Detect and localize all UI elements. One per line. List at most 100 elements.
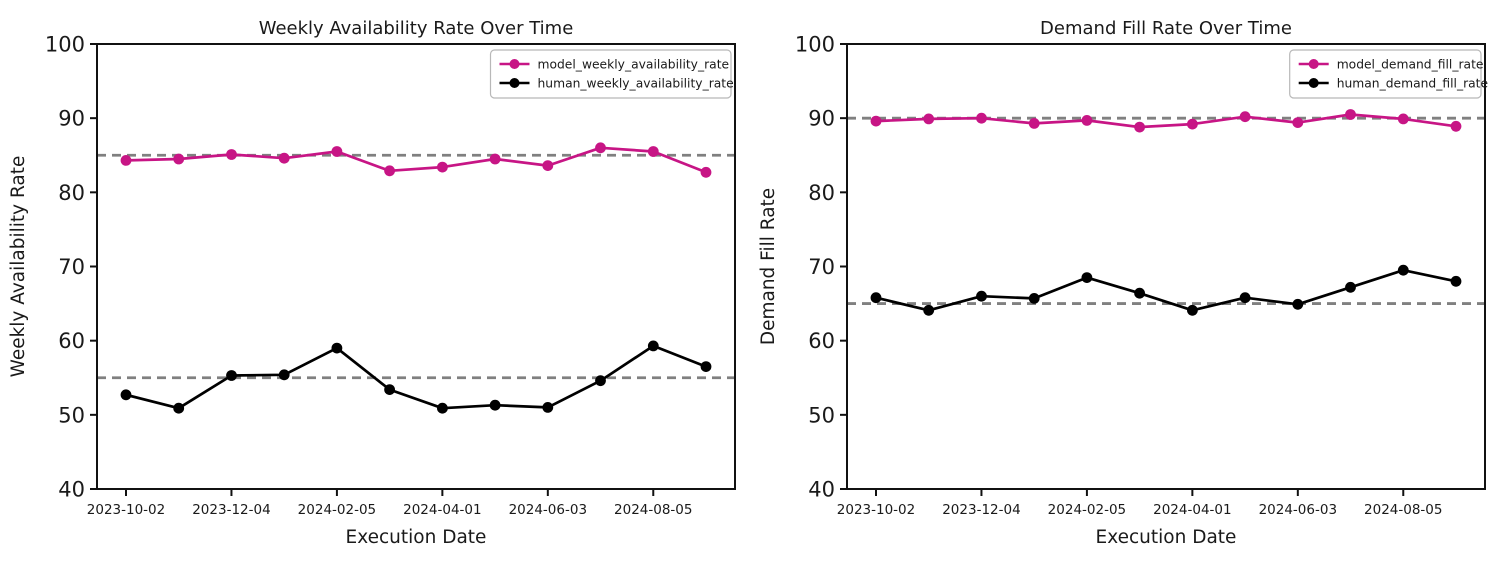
legend-box	[489, 49, 732, 99]
x-tick-label: 2023-12-04	[192, 502, 270, 518]
demand-fill-chart: 40 50 60 70 80 90 100 2023-10-02 2023-12-04 2024-…	[750, 0, 1500, 563]
x-tick-label: 2024-06-03	[1259, 502, 1337, 518]
x-tick-label: 2023-12-04	[942, 502, 1020, 518]
model_weekly_availability_rate-marker	[542, 160, 554, 172]
human_weekly_availability_rate-marker	[542, 402, 554, 413]
y-tick-label: 80	[58, 181, 85, 205]
y-tick-label: 100	[45, 33, 85, 57]
y-tick-label: 60	[808, 329, 835, 353]
human_demand_fill_rate-line	[874, 268, 1458, 312]
human_weekly_availability_rate-marker	[437, 402, 448, 414]
human_demand_fill_rate-marker	[1292, 298, 1304, 310]
human_demand_fill_rate-marker	[1081, 272, 1093, 283]
legend-box	[1289, 49, 1482, 99]
model_demand_fill_rate-marker	[1028, 118, 1040, 129]
weekly-availability-chart: 40 50 60 70 80 90 100 2023-10-02 2023-12-04 2024-…	[8, 18, 736, 548]
human_weekly_availability_rate-marker	[120, 389, 132, 401]
y-tick-label: 90	[808, 107, 835, 131]
y-axis-label: Weekly Availability Rate	[8, 156, 29, 378]
model_demand_fill_rate-marker	[976, 112, 987, 124]
x-tick-label: 2024-08-05	[614, 502, 692, 518]
y-tick-label: 40	[808, 478, 835, 502]
human_demand_fill_rate-marker	[1028, 293, 1040, 304]
human_weekly_availability_rate-marker	[595, 375, 606, 387]
x-axis-label: Execution Date	[1096, 527, 1237, 548]
model_weekly_availability_rate-marker	[331, 146, 343, 157]
human_demand_fill_rate-legend-marker	[1308, 78, 1319, 88]
model_demand_fill_rate-marker	[870, 115, 882, 127]
chart-title: Weekly Availability Rate Over Time	[259, 18, 574, 39]
model_weekly_availability_rate-marker	[278, 152, 290, 164]
weekly-availability-chart-svg: 40 50 60 70 80 90 100 2023-10-02 2023-12-04 2024-…	[8, 18, 736, 548]
human_demand_fill_rate-marker	[976, 290, 987, 302]
x-axis-label: Execution Date	[346, 527, 487, 548]
y-axis-label: Demand Fill Rate	[758, 188, 779, 345]
model_weekly_availability_rate-legend-marker	[509, 59, 520, 69]
y-tick-label: 50	[808, 403, 835, 427]
y-tick-label: 70	[58, 255, 85, 279]
model_weekly_availability_rate-line	[124, 146, 708, 174]
model_weekly_availability_rate-marker	[700, 166, 712, 178]
model_weekly_availability_rate-marker	[595, 142, 606, 154]
human_demand_fill_rate-marker	[870, 292, 882, 304]
human_weekly_availability_rate-marker	[384, 384, 395, 395]
human_weekly_availability_rate-marker	[700, 361, 712, 372]
legend: model_demand_fill_rate human_demand_fill_…	[1289, 49, 1488, 99]
model_demand_fill_rate-marker	[1134, 121, 1145, 133]
model_weekly_availability_rate-marker	[489, 153, 501, 165]
human_weekly_availability_rate-marker	[278, 369, 290, 381]
model_demand_fill_rate-marker	[1292, 117, 1304, 128]
model_demand_fill_rate-legend-marker	[1308, 59, 1319, 69]
y-tick-label: 90	[58, 107, 85, 131]
human_demand_fill_rate-marker	[1397, 264, 1409, 276]
model_weekly_availability_rate-marker	[120, 155, 132, 166]
human_demand_fill_rate-marker	[1187, 304, 1198, 316]
model_demand_fill_rate-marker	[923, 113, 935, 125]
human_demand_fill_rate-marker	[1450, 275, 1462, 287]
x-tick-label: 2024-04-01	[1153, 502, 1231, 518]
human_weekly_availability_rate-marker	[226, 370, 237, 381]
y-tick-label: 60	[58, 329, 85, 353]
model_weekly_availability_rate-marker	[226, 149, 237, 160]
model_weekly_availability_rate-marker	[437, 161, 448, 173]
demand-fill-chart-svg: 40 50 60 70 80 90 100 2023-10-02 2023-12-04 2024-…	[750, 0, 1500, 563]
human_weekly_availability_rate-marker	[647, 340, 659, 352]
model_demand_fill_rate-marker	[1397, 113, 1409, 125]
model_weekly_availability_rate-marker	[384, 165, 395, 177]
human_weekly_availability_rate-legend-marker	[509, 78, 520, 88]
legend: model_weekly_availability_rate human_week…	[489, 49, 734, 99]
x-tick-label: 2023-10-02	[87, 502, 165, 518]
x-tick-label: 2024-04-01	[403, 502, 481, 518]
human_weekly_availability_rate-line	[124, 344, 708, 410]
legend-label: human_weekly_availability_rate	[538, 77, 734, 91]
human_demand_fill_rate-marker	[923, 304, 935, 316]
model_demand_fill_rate-marker	[1187, 118, 1198, 130]
x-tick-label: 2024-06-03	[509, 502, 587, 518]
y-tick-label: 100	[795, 33, 835, 57]
x-tick-label: 2024-02-05	[298, 502, 376, 518]
chart-title: Demand Fill Rate Over Time	[1040, 18, 1292, 39]
model_weekly_availability_rate-marker	[647, 146, 659, 157]
x-tick-label: 2024-02-05	[1048, 502, 1126, 518]
y-tick-label: 70	[808, 255, 835, 279]
legend-label: human_demand_fill_rate	[1337, 77, 1488, 91]
legend-label: model_weekly_availability_rate	[538, 58, 730, 72]
x-tick-label: 2023-10-02	[837, 502, 915, 518]
y-tick-label: 40	[58, 478, 85, 502]
human_demand_fill_rate-marker	[1134, 287, 1145, 299]
model_demand_fill_rate-marker	[1450, 120, 1462, 132]
model_demand_fill_rate-marker	[1345, 109, 1356, 120]
model_weekly_availability_rate-marker	[173, 153, 185, 165]
y-tick-label: 50	[58, 403, 85, 427]
model_demand_fill_rate-line	[874, 113, 1458, 129]
model_demand_fill_rate-marker	[1239, 111, 1251, 123]
human_demand_fill_rate-marker	[1345, 281, 1356, 293]
human_weekly_availability_rate-marker	[173, 402, 185, 414]
human_weekly_availability_rate-marker	[331, 342, 343, 354]
human_demand_fill_rate-marker	[1239, 292, 1251, 304]
legend-label: model_demand_fill_rate	[1337, 58, 1484, 72]
model_demand_fill_rate-marker	[1081, 115, 1093, 126]
y-tick-label: 80	[808, 181, 835, 205]
human_weekly_availability_rate-marker	[489, 399, 501, 411]
